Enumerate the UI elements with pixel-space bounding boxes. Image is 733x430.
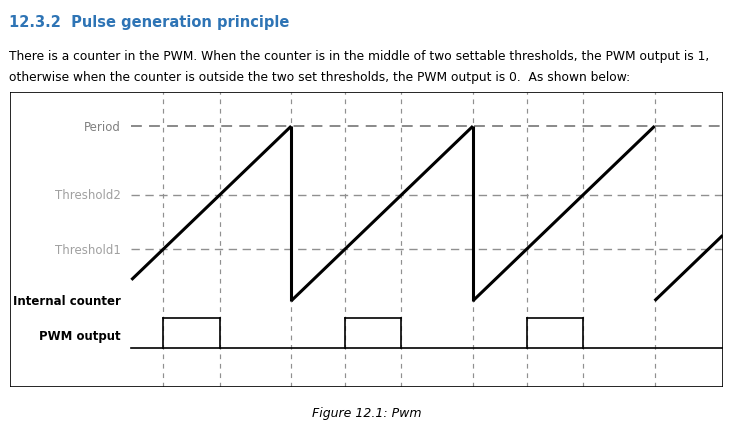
Text: There is a counter in the PWM. When the counter is in the middle of two settable: There is a counter in the PWM. When the …: [9, 49, 709, 62]
Text: Figure 12.1: Pwm: Figure 12.1: Pwm: [312, 406, 421, 419]
Text: 12.3.2  Pulse generation principle: 12.3.2 Pulse generation principle: [9, 15, 290, 30]
Text: Threshold2: Threshold2: [55, 189, 121, 202]
Text: Period: Period: [84, 120, 121, 133]
Text: PWM output: PWM output: [39, 329, 121, 342]
Text: otherwise when the counter is outside the two set thresholds, the PWM output is : otherwise when the counter is outside th…: [9, 71, 630, 84]
Text: Threshold1: Threshold1: [55, 243, 121, 256]
Text: Internal counter: Internal counter: [12, 295, 121, 307]
